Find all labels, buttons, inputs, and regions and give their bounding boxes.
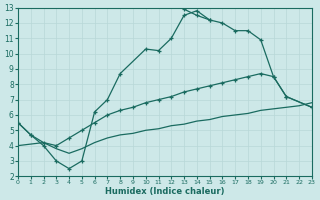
X-axis label: Humidex (Indice chaleur): Humidex (Indice chaleur) bbox=[105, 187, 225, 196]
